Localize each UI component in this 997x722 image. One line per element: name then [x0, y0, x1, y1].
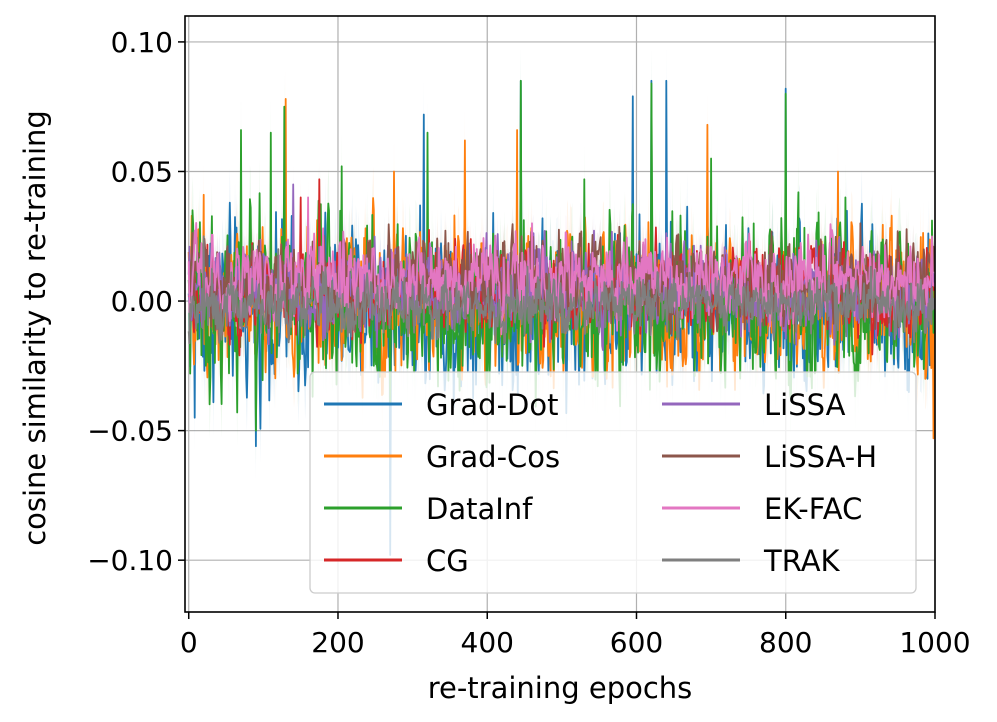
- x-tick-label: 800: [759, 626, 812, 659]
- series-line-ek-fac: [187, 196, 935, 336]
- y-tick-label: −0.05: [87, 415, 173, 448]
- legend-label: Grad-Cos: [426, 440, 560, 474]
- y-tick-label: −0.10: [87, 544, 173, 577]
- legend-label: LiSSA: [764, 388, 846, 422]
- legend-box: [309, 371, 917, 594]
- x-tick-label: 200: [311, 626, 364, 659]
- plot-frame: [184, 15, 936, 613]
- series-line-trak: [187, 235, 935, 345]
- y-axis-label: cosine similarity to re-training: [18, 110, 52, 546]
- legend-label: DataInf: [426, 492, 533, 526]
- series-lines: [187, 79, 935, 556]
- y-tick-label: 0.05: [111, 155, 173, 188]
- legend-label: CG: [426, 544, 469, 578]
- legend-label: Grad-Dot: [426, 388, 558, 422]
- legend-label: TRAK: [763, 544, 841, 578]
- x-axis-label: re-training epochs: [428, 671, 693, 705]
- legend-label: LiSSA-H: [764, 440, 877, 474]
- x-tick-label: 0: [180, 626, 198, 659]
- x-tick-label: 400: [461, 626, 514, 659]
- legend-label: EK-FAC: [764, 492, 862, 526]
- x-tick-label: 600: [610, 626, 663, 659]
- y-tick-label: 0.10: [111, 26, 173, 59]
- x-axis-ticks: 0 200 400 600 800 1000: [180, 612, 971, 659]
- x-tick-label: 1000: [899, 626, 970, 659]
- legend: Grad-Dot Grad-Cos DataInf CG LiSSA LiSSA-H EK-…: [309, 371, 917, 594]
- y-tick-label: 0.00: [111, 285, 173, 318]
- y-axis-ticks: 0.10 0.05 0.00 −0.05 −0.10: [87, 26, 185, 577]
